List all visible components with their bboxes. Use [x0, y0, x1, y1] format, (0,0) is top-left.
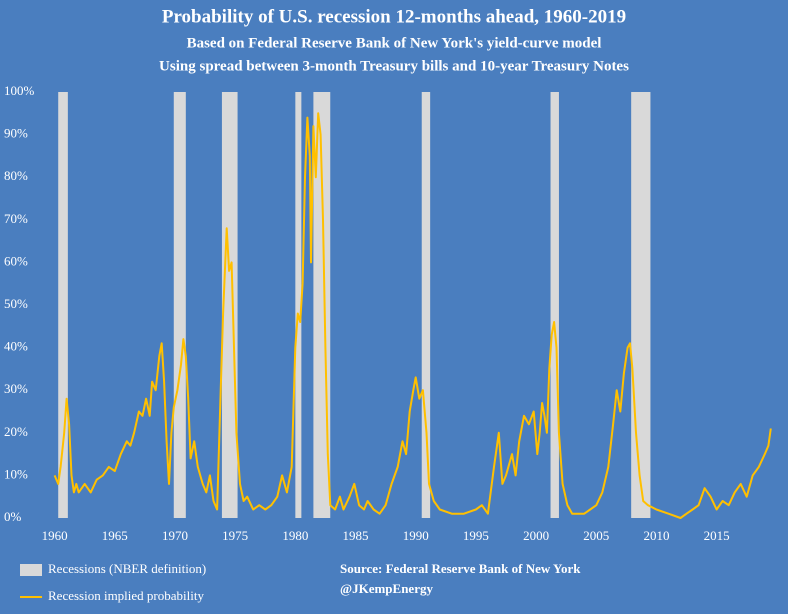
y-tick-label: 80% [4, 168, 28, 183]
x-tick-label: 2015 [704, 528, 730, 543]
chart-subtitle: Using spread between 3-month Treasury bi… [159, 58, 629, 74]
chart-title: Probability of U.S. recession 12-months … [162, 6, 626, 27]
x-tick-label: 1980 [282, 528, 308, 543]
y-tick-label: 90% [4, 126, 28, 141]
y-tick-label: 20% [4, 424, 28, 439]
x-tick-label: 1960 [42, 528, 68, 543]
x-tick-label: 1965 [102, 528, 128, 543]
recession-band [221, 92, 238, 518]
y-tick-label: 30% [4, 381, 28, 396]
recession-band [421, 92, 431, 518]
x-tick-label: 1985 [343, 528, 369, 543]
source: Source: Federal Reserve Bank of New York [340, 561, 581, 576]
legend-label: Recessions (NBER definition) [48, 561, 206, 576]
y-tick-label: 100% [4, 83, 35, 98]
legend-label: Recession implied probability [48, 588, 204, 603]
recession-band [173, 92, 186, 518]
y-tick-label: 50% [4, 296, 28, 311]
legend-swatch [20, 564, 42, 576]
recession-band [550, 92, 559, 518]
series-line [53, 112, 772, 519]
x-tick-label: 2000 [523, 528, 549, 543]
chart-subtitle: Based on Federal Reserve Bank of New Yor… [187, 35, 602, 51]
x-tick-label: 1990 [403, 528, 429, 543]
credit: @JKempEnergy [340, 581, 433, 596]
y-tick-label: 60% [4, 253, 28, 268]
recession-band [295, 92, 302, 518]
x-tick-label: 1975 [222, 528, 248, 543]
y-tick-label: 70% [4, 211, 28, 226]
x-tick-label: 2005 [583, 528, 609, 543]
x-tick-label: 2010 [643, 528, 669, 543]
y-tick-label: 10% [4, 466, 28, 481]
y-tick-label: 0% [4, 509, 22, 524]
x-tick-label: 1995 [463, 528, 489, 543]
recession-band [631, 92, 651, 518]
x-tick-label: 1970 [162, 528, 188, 543]
recession-band [58, 92, 68, 518]
y-tick-label: 40% [4, 339, 28, 354]
